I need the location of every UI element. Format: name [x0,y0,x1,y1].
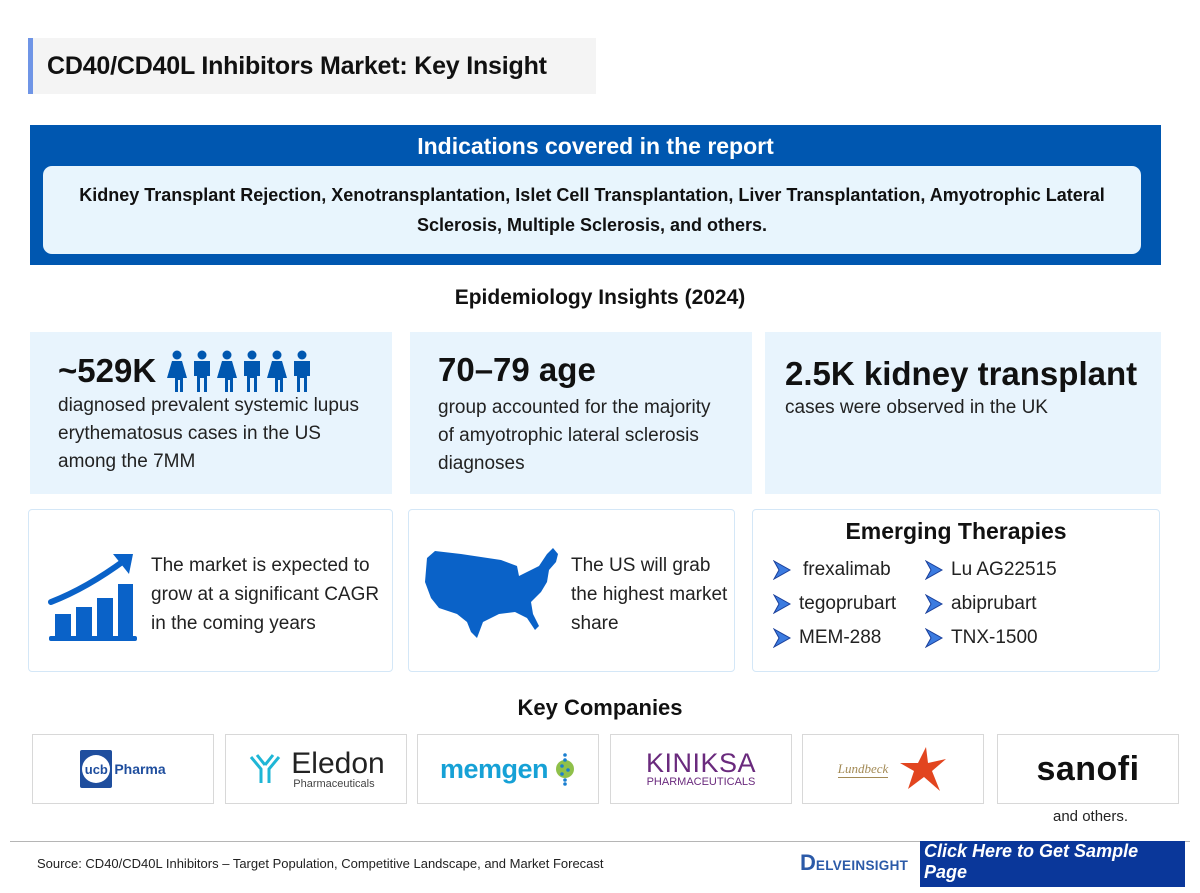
emerging-therapies-title: Emerging Therapies [845,518,1067,544]
memgen-mark-icon [556,753,575,786]
therapy-list: frexalimab Lu AG22515 tegoprubart abipru… [773,555,1075,652]
logo-ucb: ucb Pharma [32,734,214,804]
emerging-therapies-card: Emerging Therapies frexalimab Lu AG22515… [752,509,1160,672]
female-figure-icon [267,350,288,392]
us-share-text: The US will grab the highest market shar… [571,555,728,634]
growth-text: The market is expected to grow at a sign… [151,555,380,634]
epi-desc: group accounted for the majority of amyo… [438,397,711,474]
get-sample-page-button[interactable]: Click Here to Get Sample Page [920,841,1185,888]
therapy-item: Lu AG22515 [925,555,1075,584]
logo-eledon: Eledon Pharmaceuticals [225,734,407,804]
us-share-card: The US will grab the highest market shar… [408,509,735,672]
indications-panel: Indications covered in the report Kidney… [30,125,1161,265]
female-figure-icon [167,350,188,392]
chevron-right-icon [925,559,943,580]
therapy-item: abiprubart [925,589,1075,618]
epi-stat-value: 2.5K kidney transplant [785,355,1138,392]
logo-lundbeck: Lundbeck [802,734,984,804]
indications-text: Kidney Transplant Rejection, Xenotranspl… [79,185,1105,235]
epi-stat-value: ~529K [58,352,157,389]
indications-heading: Indications covered in the report [417,133,774,159]
male-figure-icon [294,350,311,392]
male-figure-icon [194,350,211,392]
footer-divider [10,841,1190,842]
growth-chart-icon [48,554,137,641]
chevron-right-icon [925,627,943,648]
key-companies-heading: Key Companies [517,695,683,720]
and-others-note: and others. [1053,808,1129,825]
male-figure-icon [244,350,261,392]
starfish-icon [900,747,947,791]
chevron-right-icon [773,559,791,580]
female-figure-icon [217,350,238,392]
epi-stat-value: 70–79 age [438,351,596,388]
epi-card-sle: ~529K diagnosed prevalent systemic lupus… [30,332,392,494]
therapy-item: tegoprubart [773,589,925,618]
page-title: CD40/CD40L Inhibitors Market: Key Insigh… [47,51,547,80]
indications-box: Kidney Transplant Rejection, Xenotranspl… [43,166,1141,254]
logo-kiniksa: KINIKSA PHARMACEUTICALS [610,734,792,804]
source-text: Source: CD40/CD40L Inhibitors – Target P… [37,856,604,871]
epidemiology-heading: Epidemiology Insights (2024) [454,286,746,309]
chevron-right-icon [925,593,943,614]
chevron-right-icon [773,593,791,614]
epi-desc: diagnosed prevalent systemic lupus eryth… [58,395,360,472]
logo-sanofi: sanofi [997,734,1179,804]
epi-desc: cases were observed in the UK [785,397,1048,418]
delveinsight-logo: D ELVEINSIGHT [800,850,909,875]
people-icon [166,350,313,392]
therapy-item: TNX-1500 [925,623,1075,652]
us-map-icon [425,548,558,638]
therapy-item: MEM-288 [773,623,925,652]
epi-stat: ~529K [58,350,364,392]
eledon-mark-icon [250,754,281,783]
chevron-right-icon [773,627,791,648]
epi-card-als: 70–79 age group accounted for the majori… [410,332,752,494]
epi-card-kidney: 2.5K kidney transplant cases were observ… [765,332,1161,494]
therapy-item: frexalimab [773,555,925,584]
growth-card: The market is expected to grow at a sign… [28,509,393,672]
page-title-bar: CD40/CD40L Inhibitors Market: Key Insigh… [28,38,596,94]
logo-memgen: memgen [417,734,599,804]
